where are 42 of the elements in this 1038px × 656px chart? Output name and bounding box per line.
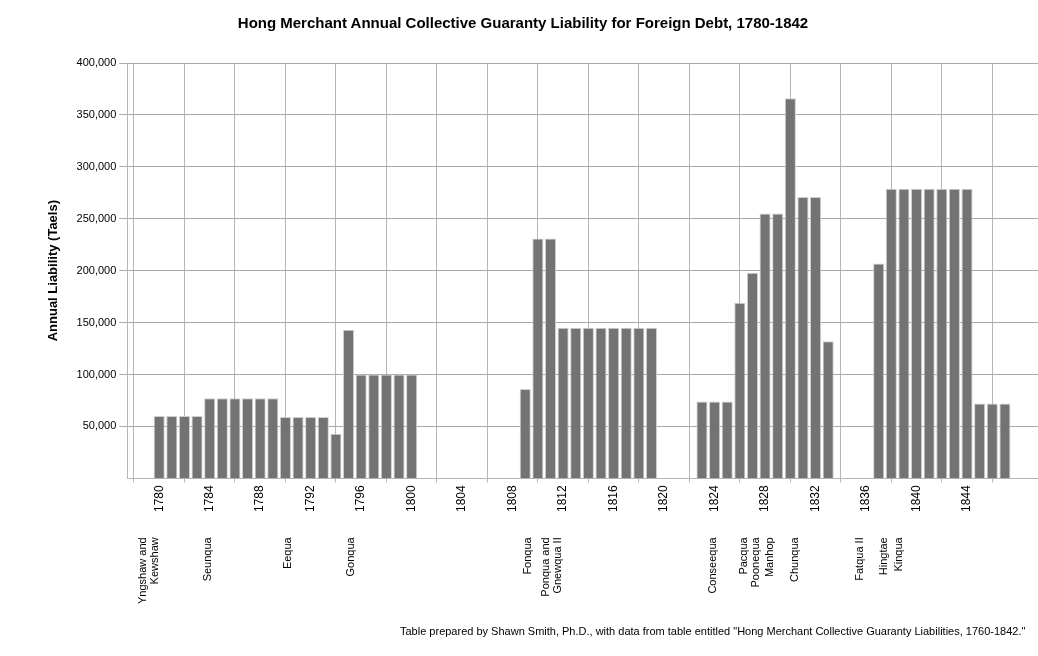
x-tick-label: 1808: [504, 484, 519, 513]
text: Seunqua: [201, 536, 214, 582]
text: Poonequa: [749, 536, 762, 588]
text: Chunqua: [788, 536, 801, 582]
x-tick-label: 1820: [656, 484, 671, 513]
x-tick-label: 1828: [757, 484, 772, 513]
text: Ponqua and Gnewqua II: [538, 537, 564, 597]
text: Pacqua: [736, 536, 749, 575]
text: Table prepared by Shawn Smith, Ph.D., with data from table entitled "Hong Merchant Collective Guaranty Liabilities, 1760-1842.": [400, 625, 1027, 637]
text: Gonqua: [344, 536, 357, 577]
y-tick-label: 300,000: [76, 159, 117, 172]
x-tick-label: 1844: [959, 484, 974, 513]
text: Fonqua: [520, 536, 533, 575]
y-tick-label: 150,000: [76, 315, 117, 328]
text: Manhop: [763, 537, 776, 578]
y-axis-title: Annual Liability (Taels): [45, 199, 61, 342]
y-tick-label: 100,000: [76, 367, 117, 380]
x-tick-label: 1788: [252, 484, 267, 513]
x-tick-label: 1832: [807, 484, 822, 513]
x-tick-label: 1836: [858, 484, 873, 513]
x-tick-label: 1840: [908, 484, 923, 513]
text: Hingtae: [876, 537, 889, 576]
x-tick-label: 1800: [403, 484, 418, 513]
x-tick-label: 1816: [605, 484, 620, 513]
text: Conseequa: [706, 536, 719, 594]
x-tick-label: 1812: [555, 484, 570, 513]
x-tick-label: 1804: [454, 484, 469, 513]
y-tick-label: 50,000: [82, 419, 117, 432]
text: Kinqua: [891, 536, 904, 572]
y-tick-label: 350,000: [76, 107, 117, 120]
text: Yngshaw and Kewshaw: [135, 537, 161, 604]
x-tick-label: 1780: [151, 484, 166, 513]
x-tick-label: 1792: [302, 484, 317, 513]
chart-title: Hong Merchant Annual Collective Guaranty Liability for Foreign Debt, 1780-1842: [236, 14, 810, 31]
x-tick-label: 1824: [706, 484, 721, 513]
text: Eequa: [280, 536, 293, 570]
x-tick-label: 1784: [202, 484, 216, 513]
x-tick-label: 1796: [353, 484, 368, 513]
y-tick-label: 200,000: [76, 263, 117, 276]
y-tick-label: 400,000: [76, 56, 117, 69]
y-tick-label: 250,000: [76, 211, 117, 224]
text: Fatqua II: [852, 537, 865, 581]
